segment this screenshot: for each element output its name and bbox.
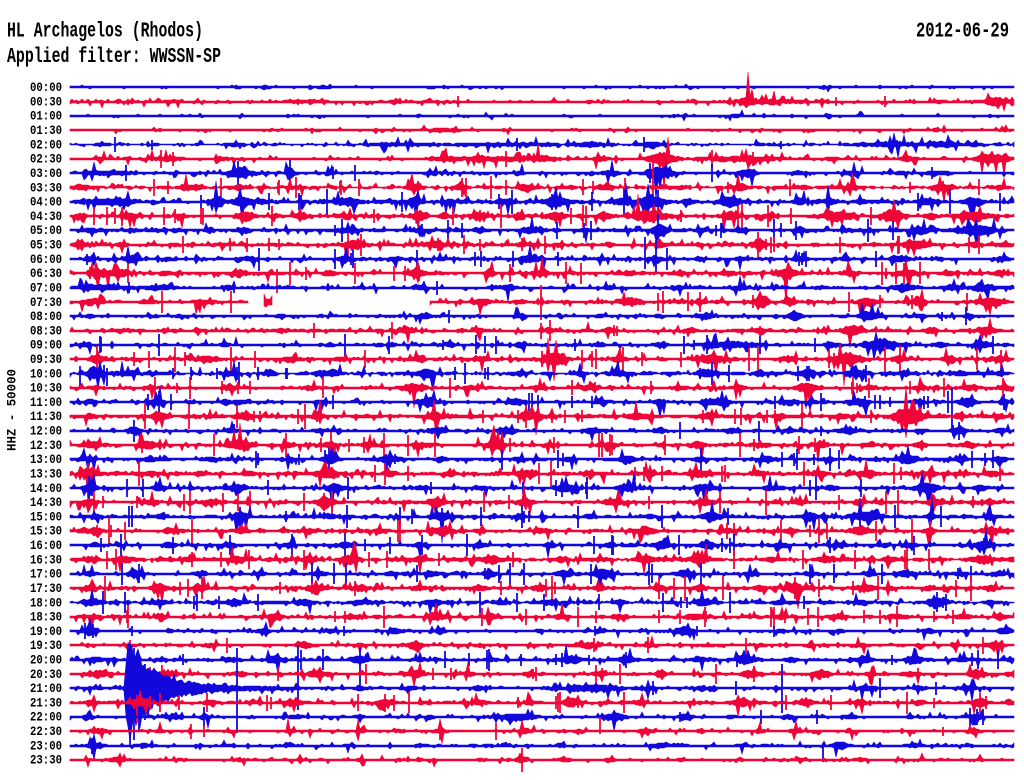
svg-text:19:00: 19:00 [30,624,62,639]
svg-text:08:00: 08:00 [30,309,62,324]
svg-text:01:30: 01:30 [30,123,62,138]
svg-text:12:30: 12:30 [30,438,62,453]
svg-text:22:00: 22:00 [30,710,62,725]
svg-text:16:30: 16:30 [30,552,62,567]
svg-text:19:30: 19:30 [30,638,62,653]
svg-text:09:30: 09:30 [30,352,62,367]
svg-text:05:00: 05:00 [30,223,62,238]
svg-text:14:00: 14:00 [30,481,62,496]
svg-text:03:30: 03:30 [30,180,62,195]
svg-text:23:30: 23:30 [30,753,62,768]
svg-text:11:00: 11:00 [30,395,62,410]
svg-text:Applied filter: WWSSN-SP: Applied filter: WWSSN-SP [7,46,221,69]
svg-text:20:30: 20:30 [30,667,62,682]
svg-text:00:00: 00:00 [30,80,62,95]
svg-text:04:30: 04:30 [30,209,62,224]
svg-text:02:00: 02:00 [30,137,62,152]
svg-text:06:30: 06:30 [30,266,62,281]
svg-text:15:30: 15:30 [30,524,62,539]
svg-text:13:30: 13:30 [30,467,62,482]
svg-text:17:30: 17:30 [30,581,62,596]
svg-text:07:30: 07:30 [30,295,62,310]
svg-text:16:00: 16:00 [30,538,62,553]
svg-text:17:00: 17:00 [30,567,62,582]
svg-text:10:30: 10:30 [30,381,62,396]
svg-text:HHZ - 50000: HHZ - 50000 [5,369,20,451]
svg-text:20:00: 20:00 [30,653,62,668]
svg-text:11:30: 11:30 [30,409,62,424]
svg-text:02:30: 02:30 [30,152,62,167]
svg-text:03:00: 03:00 [30,166,62,181]
svg-text:2012-06-29: 2012-06-29 [916,21,1009,44]
svg-text:18:00: 18:00 [30,595,62,610]
svg-text:22:30: 22:30 [30,724,62,739]
svg-text:23:00: 23:00 [30,738,62,753]
svg-text:01:00: 01:00 [30,109,62,124]
svg-text:12:00: 12:00 [30,424,62,439]
svg-text:04:00: 04:00 [30,195,62,210]
svg-text:15:00: 15:00 [30,509,62,524]
svg-text:06:00: 06:00 [30,252,62,267]
svg-text:09:00: 09:00 [30,338,62,353]
svg-text:14:30: 14:30 [30,495,62,510]
svg-text:21:00: 21:00 [30,681,62,696]
svg-text:13:00: 13:00 [30,452,62,467]
svg-text:HL Archagelos (Rhodos): HL Archagelos (Rhodos) [7,21,203,44]
svg-text:08:30: 08:30 [30,323,62,338]
svg-text:18:30: 18:30 [30,610,62,625]
svg-text:05:30: 05:30 [30,238,62,253]
svg-text:07:00: 07:00 [30,280,62,295]
svg-text:21:30: 21:30 [30,695,62,710]
svg-text:00:30: 00:30 [30,94,62,109]
svg-text:10:00: 10:00 [30,366,62,381]
